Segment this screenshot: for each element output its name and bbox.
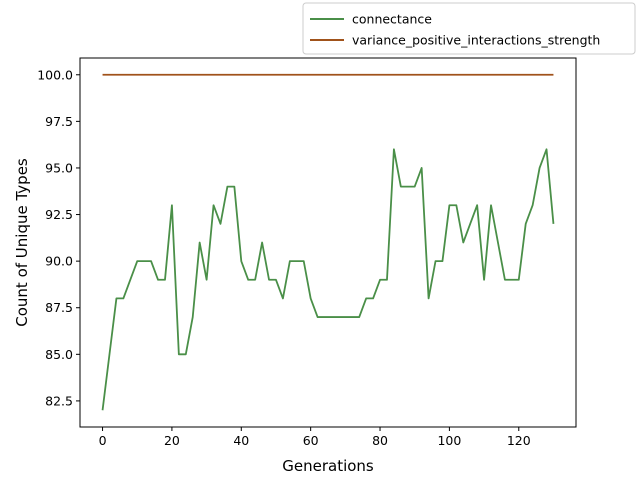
series-line-connectance: [101, 148, 555, 411]
x-tick-label: 100: [437, 433, 461, 448]
x-axis-ticks: 0 20 40 60 80 100 120: [99, 427, 531, 448]
x-tick-label: 20: [164, 433, 180, 448]
y-tick-label: 85.0: [45, 347, 73, 362]
legend-box: [302, 2, 636, 55]
legend: connectance variance_positive_interactio…: [302, 2, 636, 55]
y-tick-label: 95.0: [45, 160, 73, 175]
x-tick-label: 80: [372, 433, 388, 448]
y-axis-ticks: 82.5 85.0 87.5 90.0 92.5 95.0 97.5 100.0: [37, 67, 80, 408]
y-axis-label: Count of Unique Types: [13, 158, 31, 327]
y-tick-label: 87.5: [45, 300, 73, 315]
y-tick-label: 82.5: [45, 393, 73, 408]
y-tick-label: 97.5: [45, 114, 73, 129]
y-tick-label: 100.0: [37, 67, 73, 82]
legend-label-variance: variance_positive_interactions_strength: [352, 33, 600, 48]
plot-area-frame: [79, 57, 577, 428]
x-axis-label: Generations: [282, 457, 374, 475]
y-tick-label: 90.0: [45, 254, 73, 269]
series-layer: [101, 73, 555, 411]
x-tick-label: 0: [99, 433, 107, 448]
x-tick-label: 60: [303, 433, 319, 448]
x-tick-label: 40: [233, 433, 249, 448]
y-tick-label: 92.5: [45, 207, 73, 222]
x-tick-label: 120: [507, 433, 531, 448]
legend-label-connectance: connectance: [352, 12, 432, 27]
